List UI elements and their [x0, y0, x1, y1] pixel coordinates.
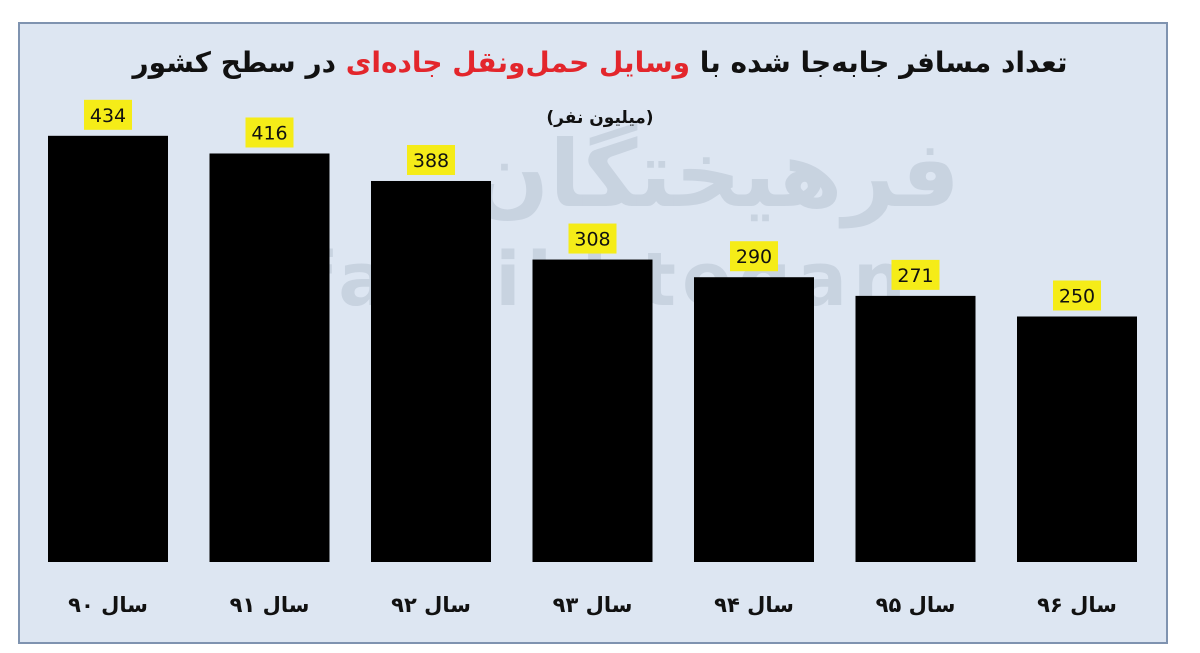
data-label-5: 271 [897, 265, 933, 287]
data-label-bg-1 [245, 117, 294, 148]
bar-3 [532, 259, 653, 562]
x-tick-label-3: سال ۹۳ [553, 593, 633, 617]
bar-4 [694, 277, 814, 562]
data-label-bg-0 [84, 99, 132, 130]
chart-title-highlight: وسایل حمل‌ونقل جاده‌ای [345, 46, 691, 79]
data-label-bg-3 [568, 223, 617, 254]
data-label-bg-2 [407, 144, 455, 175]
x-tick-label-5: سال ۹۵ [876, 593, 956, 617]
data-label-bg-5 [891, 259, 940, 290]
data-label-0: 434 [90, 105, 126, 127]
data-label-3: 308 [574, 229, 610, 251]
x-tick-label-2: سال ۹۲ [391, 593, 471, 617]
x-tick-label-6: سال ۹۶ [1037, 593, 1117, 617]
data-label-bg-4 [730, 241, 778, 272]
data-label-6: 250 [1059, 286, 1095, 308]
chart-subtitle: (میلیون نفر) [546, 108, 654, 128]
x-tick-label-1: سال ۹۱ [230, 593, 310, 617]
bar-1 [209, 153, 330, 562]
chart-title-part1: تعداد مسافر جابه‌جا شده با [699, 46, 1068, 79]
data-label-1: 416 [251, 122, 287, 144]
data-label-4: 290 [736, 246, 772, 268]
bar-6 [1017, 316, 1137, 562]
x-tick-label-0: سال ۹۰ [68, 593, 148, 617]
data-label-bg-6 [1053, 280, 1101, 311]
chart-title: تعداد مسافر جابه‌جا شده با وسایل حمل‌ونق… [0, 46, 1200, 79]
bar-0 [48, 135, 168, 562]
x-tick-label-4: سال ۹۴ [714, 593, 794, 617]
data-label-2: 388 [413, 150, 449, 172]
bar-2 [371, 180, 491, 562]
bar-5 [855, 295, 976, 562]
chart-title-part2: در سطح کشور [132, 46, 336, 79]
